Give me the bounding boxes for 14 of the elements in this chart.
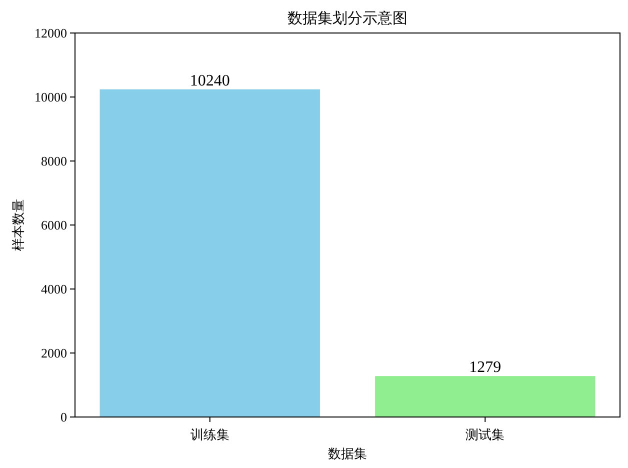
chart-title: 数据集划分示意图 <box>288 10 408 27</box>
y-tick-label: 4000 <box>41 282 67 296</box>
y-tick-label: 12000 <box>34 26 67 40</box>
y-tick-label: 10000 <box>34 90 67 104</box>
y-tick-label: 0 <box>60 410 67 424</box>
x-tick-label: 训练集 <box>190 427 230 442</box>
data-label: 1279 <box>469 359 502 376</box>
y-axis-title: 样本数量 <box>10 199 26 251</box>
x-axis-title: 数据集 <box>328 446 367 461</box>
y-tick-label: 6000 <box>41 218 67 232</box>
x-tick-label: 测试集 <box>466 427 505 442</box>
data-label: 10240 <box>190 72 230 90</box>
y-tick-label: 2000 <box>41 346 67 360</box>
y-tick-label: 8000 <box>41 154 67 168</box>
